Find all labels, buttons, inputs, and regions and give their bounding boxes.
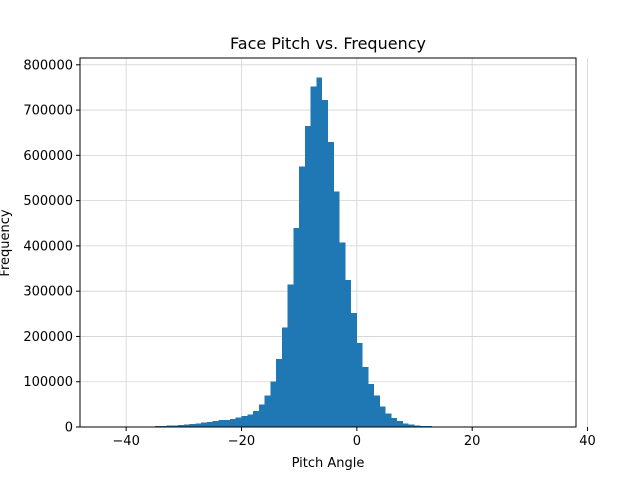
histogram-bar bbox=[328, 141, 334, 427]
y-tick-label: 800000 bbox=[23, 58, 73, 73]
histogram-bar bbox=[270, 381, 277, 427]
histogram-bar bbox=[351, 312, 357, 427]
x-tick-label: −40 bbox=[112, 434, 139, 449]
histogram-bar bbox=[391, 417, 398, 427]
y-axis-label: Frequency bbox=[0, 209, 13, 276]
y-tick-label: 100000 bbox=[23, 375, 73, 390]
histogram-bar bbox=[299, 166, 305, 427]
chart-title: Face Pitch vs. Frequency bbox=[230, 34, 426, 53]
histogram-bar bbox=[160, 425, 167, 427]
histogram-bar bbox=[333, 191, 340, 427]
histogram-bar bbox=[189, 424, 196, 427]
x-tick-label: 0 bbox=[353, 434, 361, 449]
histogram-bar bbox=[247, 414, 254, 427]
histogram-bar bbox=[253, 411, 259, 427]
histogram-bar bbox=[374, 395, 380, 427]
histogram-bar bbox=[229, 418, 236, 427]
histogram-bar bbox=[276, 359, 282, 427]
histogram-bar bbox=[362, 367, 369, 427]
histogram-bar bbox=[316, 77, 323, 427]
y-tick-label: 700000 bbox=[23, 104, 73, 119]
histogram-bar bbox=[201, 422, 207, 427]
histogram-bar bbox=[339, 242, 346, 427]
histogram-bar bbox=[206, 422, 213, 427]
y-tick-label: 400000 bbox=[23, 239, 73, 254]
histogram-bar bbox=[264, 395, 271, 427]
y-tick-label: 0 bbox=[65, 421, 73, 436]
x-tick-label: 20 bbox=[464, 434, 481, 449]
histogram-bar bbox=[368, 383, 375, 427]
histogram-bar bbox=[420, 425, 427, 427]
histogram-bar bbox=[379, 406, 386, 427]
x-axis-label: Pitch Angle bbox=[292, 456, 365, 471]
histogram-bar bbox=[195, 423, 202, 427]
histogram-bar bbox=[235, 417, 242, 427]
histogram-bar bbox=[397, 421, 403, 427]
histogram-bar bbox=[293, 227, 300, 427]
histogram-bar bbox=[212, 421, 219, 427]
histogram-bar bbox=[258, 404, 265, 427]
histogram-bars bbox=[143, 77, 461, 427]
histogram-bar bbox=[408, 424, 415, 427]
histogram-bar bbox=[172, 425, 179, 427]
histogram-bar bbox=[224, 419, 230, 427]
x-tick-label: −20 bbox=[228, 434, 255, 449]
histogram-bar bbox=[345, 279, 352, 427]
histogram-bar bbox=[281, 327, 288, 427]
y-tick-label: 300000 bbox=[23, 285, 73, 300]
histogram-bar bbox=[356, 343, 363, 427]
histogram-bar bbox=[241, 416, 248, 427]
y-tick-label: 200000 bbox=[23, 330, 73, 345]
histogram-bar bbox=[178, 424, 184, 427]
histogram-bar bbox=[402, 423, 409, 427]
histogram-bar bbox=[166, 425, 173, 427]
plot-frame bbox=[79, 57, 577, 428]
y-tick-label: 600000 bbox=[23, 149, 73, 164]
y-tick-label: 500000 bbox=[23, 194, 73, 209]
histogram-bar bbox=[218, 420, 225, 427]
x-tick-label: 40 bbox=[579, 434, 596, 449]
histogram-bar bbox=[414, 425, 421, 427]
histogram-bar bbox=[385, 413, 392, 427]
histogram-bar bbox=[322, 100, 328, 427]
histogram-bar bbox=[310, 86, 317, 427]
axis-ticks: −40 −20 0 20 40 0 100000 200000 300000 400000 5000… bbox=[23, 58, 595, 449]
histogram-bar bbox=[304, 125, 311, 427]
histogram-bar bbox=[287, 284, 294, 427]
histogram-bar bbox=[183, 424, 190, 427]
